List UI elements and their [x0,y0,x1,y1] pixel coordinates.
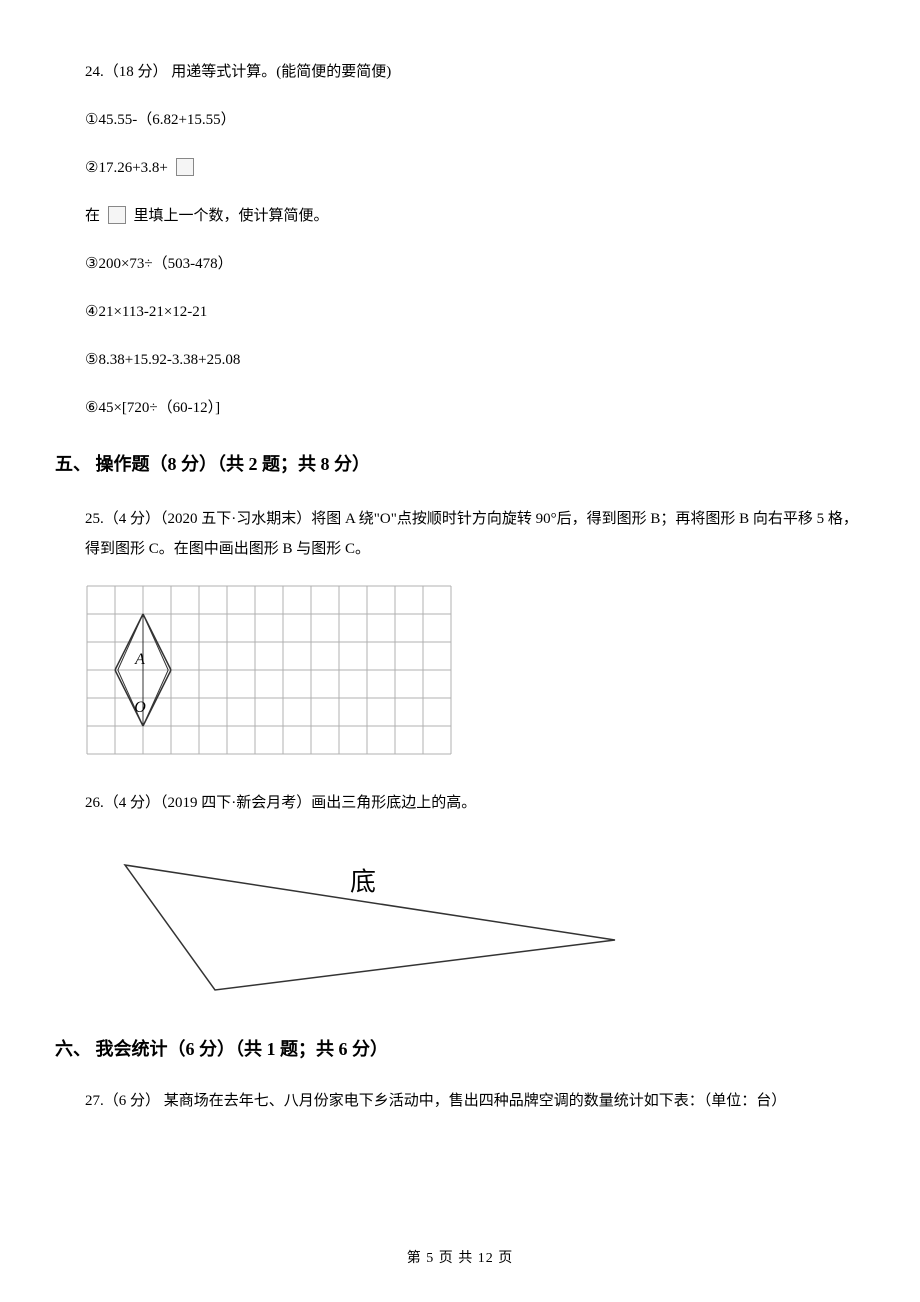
fill-text-pre: 在 [85,208,104,224]
grid-figure: AO [85,584,865,761]
q24-item6: ⑥45×[720÷（60-12）] [85,396,865,420]
page-footer: 第 5 页 共 12 页 [0,1247,920,1267]
q24-item2: ②17.26+3.8+ [85,156,865,180]
q24-fill-text: 在 里填上一个数，使计算简便。 [85,204,865,228]
triangle-figure: 底 [115,840,865,1005]
q24-item3: ③200×73÷（503-478） [85,252,865,276]
grid-svg: AO [85,584,453,756]
q24-item2-pre: ②17.26+3.8+ [85,160,172,176]
section5-title: 五、 操作题（8 分）（共 2 题；共 8 分） [55,450,865,476]
q24-item5: ⑤8.38+15.92-3.38+25.08 [85,348,865,372]
q26-text: 26.（4 分）（2019 四下·新会月考）画出三角形底边上的高。 [55,791,865,815]
svg-text:底: 底 [350,868,376,897]
section6-title: 六、 我会统计（6 分）（共 1 题；共 6 分） [55,1035,865,1061]
svg-text:A: A [134,651,145,668]
q24-header: 24.（18 分） 用递等式计算。(能简便的要简便) [85,60,865,84]
q24-item4: ④21×113-21×12-21 [85,300,865,324]
fill-text-post: 里填上一个数，使计算简便。 [130,208,329,224]
q24-item1: ①45.55-（6.82+15.55） [85,108,865,132]
blank-box-icon [176,158,194,176]
svg-text:O: O [134,699,146,716]
q25-text: 25.（4 分）（2020 五下·习水期末）将图 A 绕"O"点按顺时针方向旋转… [55,504,865,564]
triangle-svg: 底 [115,840,635,1000]
blank-box-icon [108,206,126,224]
q27-text: 27.（6 分） 某商场在去年七、八月份家电下乡活动中，售出四种品牌空调的数量统… [55,1089,865,1113]
